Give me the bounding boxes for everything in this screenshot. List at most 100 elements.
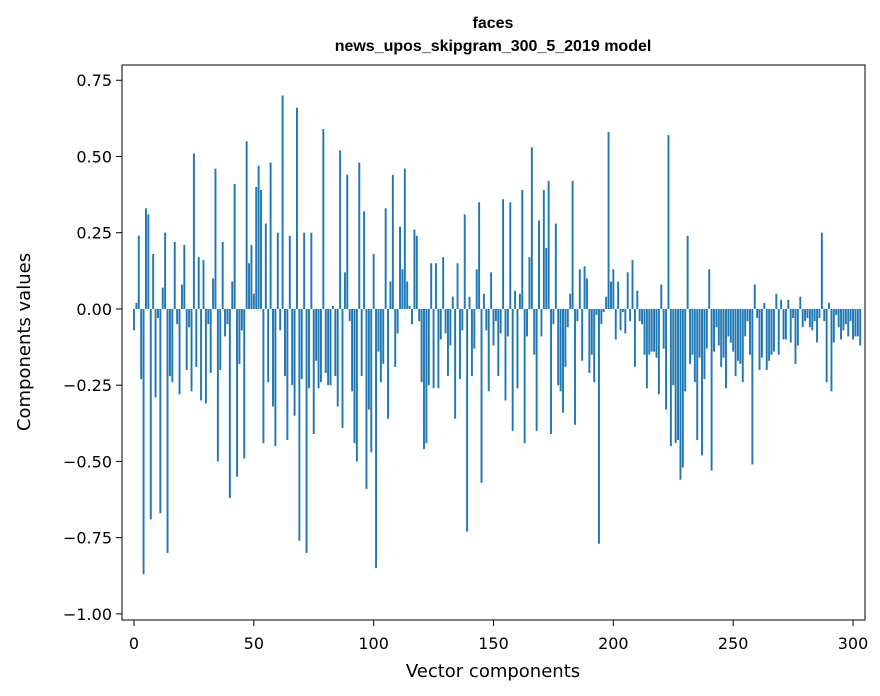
bar-227 bbox=[677, 308, 680, 441]
bar-6 bbox=[147, 214, 150, 309]
bar-122 bbox=[425, 308, 428, 444]
bar-289 bbox=[825, 308, 828, 383]
chart-subtitle: news_upos_skipgram_300_5_2019 model bbox=[335, 38, 652, 55]
bar-92 bbox=[353, 308, 356, 444]
bar-101 bbox=[375, 308, 378, 569]
bar-248 bbox=[727, 308, 730, 337]
bar-98 bbox=[367, 308, 370, 410]
bar-37 bbox=[221, 241, 224, 309]
bar-121 bbox=[423, 308, 425, 450]
bar-140 bbox=[468, 296, 471, 309]
x-tick-label: 0 bbox=[129, 634, 139, 653]
bar-264 bbox=[765, 308, 768, 370]
bar-297 bbox=[844, 308, 847, 325]
bar-57 bbox=[269, 162, 272, 309]
bar-59 bbox=[274, 308, 277, 447]
bar-10 bbox=[156, 308, 159, 319]
y-tick-label: −0.75 bbox=[63, 529, 112, 548]
bar-27 bbox=[197, 257, 200, 309]
bar-184 bbox=[574, 308, 576, 425]
bar-232 bbox=[689, 308, 691, 364]
bar-260 bbox=[756, 308, 759, 319]
bar-133 bbox=[451, 296, 454, 309]
bar-181 bbox=[566, 308, 569, 328]
bar-167 bbox=[533, 308, 536, 355]
bar-221 bbox=[662, 308, 665, 349]
bar-210 bbox=[636, 290, 639, 309]
bar-82 bbox=[329, 308, 332, 386]
bar-96 bbox=[363, 211, 366, 309]
bar-198 bbox=[607, 132, 610, 309]
bar-276 bbox=[794, 308, 797, 364]
bar-269 bbox=[777, 308, 780, 355]
bar-12 bbox=[161, 287, 164, 309]
bar-191 bbox=[590, 308, 593, 355]
bar-256 bbox=[746, 308, 749, 322]
bar-135 bbox=[456, 263, 459, 309]
bar-66 bbox=[291, 308, 294, 386]
bar-32 bbox=[209, 308, 212, 373]
bar-285 bbox=[816, 308, 819, 343]
bar-224 bbox=[669, 308, 672, 447]
bar-288 bbox=[823, 308, 826, 322]
bar-270 bbox=[780, 299, 783, 309]
bar-159 bbox=[514, 290, 517, 309]
bar-231 bbox=[686, 235, 689, 309]
bar-126 bbox=[435, 263, 437, 309]
bar-1 bbox=[135, 302, 138, 309]
bar-257 bbox=[749, 308, 751, 355]
bar-71 bbox=[303, 232, 306, 309]
bar-44 bbox=[238, 308, 241, 364]
bar-103 bbox=[379, 308, 382, 383]
y-tick-label: 0.00 bbox=[76, 300, 112, 319]
bar-292 bbox=[832, 308, 835, 343]
bar-149 bbox=[490, 272, 493, 309]
bar-208 bbox=[631, 260, 634, 309]
bar-187 bbox=[581, 308, 584, 361]
bar-291 bbox=[830, 308, 833, 392]
bar-177 bbox=[557, 308, 560, 386]
bar-250 bbox=[732, 308, 735, 352]
bar-282 bbox=[808, 308, 811, 328]
bar-265 bbox=[768, 308, 771, 361]
bar-28 bbox=[200, 308, 203, 401]
bar-225 bbox=[672, 308, 675, 386]
bar-131 bbox=[447, 308, 449, 377]
bar-178 bbox=[559, 308, 562, 392]
bar-113 bbox=[403, 168, 406, 309]
bar-277 bbox=[796, 308, 799, 346]
bar-165 bbox=[528, 257, 531, 309]
bar-217 bbox=[653, 308, 656, 352]
bar-273 bbox=[787, 299, 790, 309]
bar-94 bbox=[358, 162, 361, 309]
bar-197 bbox=[605, 296, 608, 309]
bar-175 bbox=[552, 308, 555, 325]
bar-172 bbox=[545, 247, 548, 309]
bar-20 bbox=[180, 284, 183, 309]
bar-169 bbox=[538, 220, 540, 309]
bar-130 bbox=[444, 308, 447, 334]
bar-192 bbox=[593, 308, 596, 383]
bar-77 bbox=[317, 308, 320, 389]
bar-163 bbox=[523, 308, 526, 444]
bar-136 bbox=[458, 308, 461, 380]
bar-65 bbox=[288, 235, 291, 309]
bar-202 bbox=[617, 281, 620, 309]
bar-109 bbox=[394, 308, 397, 367]
bar-209 bbox=[633, 308, 636, 367]
bar-300 bbox=[852, 308, 854, 340]
bar-76 bbox=[315, 308, 318, 361]
bar-81 bbox=[327, 308, 330, 386]
bar-147 bbox=[485, 308, 488, 331]
bar-278 bbox=[799, 296, 802, 309]
bar-134 bbox=[454, 308, 457, 419]
bar-114 bbox=[406, 281, 409, 309]
y-tick-label: 0.75 bbox=[76, 71, 112, 90]
bar-69 bbox=[298, 308, 301, 541]
bar-223 bbox=[667, 135, 670, 309]
bar-118 bbox=[415, 235, 418, 309]
bar-236 bbox=[698, 308, 701, 358]
bar-150 bbox=[492, 308, 495, 346]
bar-104 bbox=[382, 308, 385, 364]
